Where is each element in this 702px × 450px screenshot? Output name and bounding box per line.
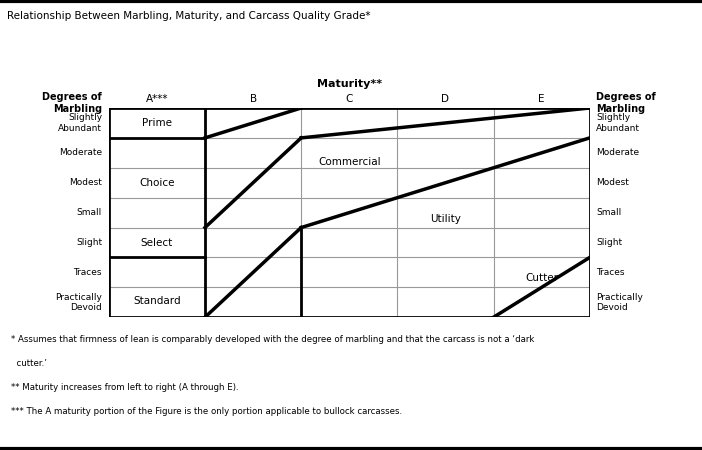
Text: Standard: Standard [133,296,180,306]
Text: Slight: Slight [597,238,623,247]
Text: A***: A*** [145,94,168,104]
Text: Practically
Devoid: Practically Devoid [597,292,643,312]
Text: Modest: Modest [597,178,629,187]
Text: Choice: Choice [139,178,175,188]
Text: Modest: Modest [69,178,102,187]
Text: E: E [538,94,545,104]
Text: C: C [345,94,353,104]
Text: Utility: Utility [430,214,461,224]
Text: ** Maturity increases from left to right (A through E).: ** Maturity increases from left to right… [11,383,238,392]
Text: Moderate: Moderate [597,148,640,157]
Text: Slightly
Abundant: Slightly Abundant [58,113,102,133]
Text: Relationship Between Marbling, Maturity, and Carcass Quality Grade*: Relationship Between Marbling, Maturity,… [7,11,371,21]
Text: Small: Small [597,208,622,217]
Text: D: D [442,94,449,104]
Text: B: B [249,94,257,104]
Text: * Assumes that firmness of lean is comparably developed with the degree of marbl: * Assumes that firmness of lean is compa… [11,335,534,344]
Text: cutter.’: cutter.’ [11,359,46,368]
Text: Slightly
Abundant: Slightly Abundant [597,113,640,133]
Text: Slight: Slight [76,238,102,247]
Text: Maturity**: Maturity** [317,79,382,89]
Text: Cutter: Cutter [525,274,558,284]
Text: *** The A maturity portion of the Figure is the only portion applicable to bullo: *** The A maturity portion of the Figure… [11,407,402,416]
Text: Traces: Traces [597,268,625,277]
Text: Practically
Devoid: Practically Devoid [55,292,102,312]
Text: Moderate: Moderate [59,148,102,157]
Text: Commercial: Commercial [318,157,380,167]
Text: Select: Select [141,238,173,248]
Text: Degrees of
Marbling: Degrees of Marbling [42,91,102,114]
Text: Degrees of
Marbling: Degrees of Marbling [597,91,656,114]
Text: Prime: Prime [142,118,172,128]
Text: Small: Small [77,208,102,217]
Text: Traces: Traces [74,268,102,277]
